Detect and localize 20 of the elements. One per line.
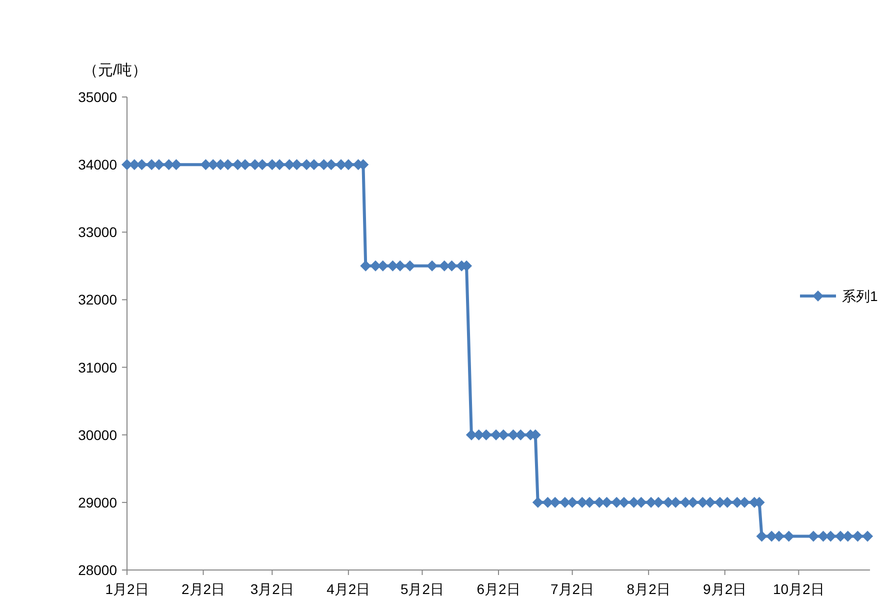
y-tick-label: 35000 — [78, 89, 118, 105]
y-tick-label: 32000 — [78, 292, 118, 308]
x-tick-label: 8月2日 — [626, 581, 670, 597]
legend-label: 系列1 — [842, 288, 878, 304]
x-tick-label: 2月2日 — [181, 581, 226, 597]
y-tick-label: 29000 — [78, 494, 118, 510]
y-tick-label: 33000 — [78, 224, 118, 240]
x-tick-label: 1月2日 — [105, 581, 149, 597]
y-tick-label: 28000 — [78, 562, 118, 578]
y-tick-label: 30000 — [78, 426, 118, 443]
x-tick-label: 7月2日 — [550, 581, 594, 597]
x-tick-label: 3月2日 — [250, 581, 294, 597]
x-tick-label: 6月2日 — [476, 581, 520, 597]
x-tick-label: 9月2日 — [703, 581, 747, 597]
y-tick-label: 34000 — [78, 156, 118, 173]
x-tick-label: 5月2日 — [400, 581, 444, 597]
x-tick-label: 4月2日 — [326, 581, 370, 597]
y-axis-title: （元/吨） — [82, 62, 148, 79]
x-tick-label: 10月2日 — [772, 581, 824, 597]
y-tick-label: 31000 — [78, 359, 118, 376]
